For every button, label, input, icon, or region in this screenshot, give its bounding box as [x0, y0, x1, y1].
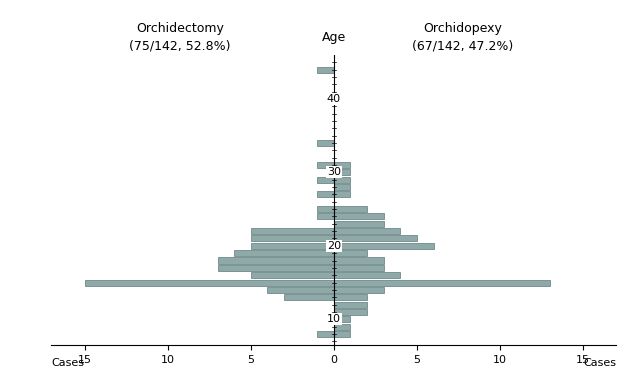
Bar — [334, 331, 351, 337]
Bar — [317, 206, 334, 212]
Bar — [334, 265, 384, 271]
Bar — [334, 279, 550, 285]
Bar — [251, 236, 334, 241]
Bar — [334, 323, 351, 330]
Bar — [334, 206, 367, 212]
Bar — [251, 243, 334, 249]
Bar — [317, 331, 334, 337]
Bar — [317, 162, 334, 168]
Bar — [334, 294, 367, 300]
Bar — [317, 213, 334, 220]
Text: (75/142, 52.8%): (75/142, 52.8%) — [129, 40, 230, 53]
Text: 30: 30 — [327, 167, 341, 178]
Bar — [334, 221, 384, 227]
Bar — [317, 177, 334, 183]
Bar — [334, 177, 351, 183]
Text: Age: Age — [322, 31, 346, 44]
Text: Cases: Cases — [51, 358, 84, 368]
Bar — [334, 169, 351, 175]
Bar — [334, 162, 351, 168]
Bar — [218, 258, 334, 263]
Bar — [317, 191, 334, 198]
Bar — [334, 316, 351, 322]
Text: 20: 20 — [327, 241, 341, 251]
Bar — [334, 309, 367, 315]
Bar — [334, 228, 401, 234]
Text: 10: 10 — [327, 314, 341, 324]
Bar — [334, 287, 384, 293]
Text: Orchidopexy: Orchidopexy — [423, 22, 501, 35]
Text: Cases: Cases — [584, 358, 616, 368]
Bar — [317, 67, 334, 73]
Text: 40: 40 — [327, 94, 341, 104]
Text: Orchidectomy: Orchidectomy — [136, 22, 223, 35]
Bar — [234, 250, 334, 256]
Bar — [317, 140, 334, 146]
Bar — [218, 265, 334, 271]
Bar — [267, 287, 334, 293]
Bar — [334, 258, 384, 263]
Bar — [334, 272, 401, 278]
Bar — [284, 294, 334, 300]
Bar — [251, 228, 334, 234]
Bar — [334, 236, 417, 241]
Bar — [334, 301, 367, 308]
Bar — [334, 184, 351, 190]
Bar — [251, 272, 334, 278]
Text: (67/142, 47.2%): (67/142, 47.2%) — [412, 40, 513, 53]
Bar — [334, 250, 367, 256]
Bar — [85, 279, 334, 285]
Bar — [334, 191, 351, 198]
Bar — [334, 243, 433, 249]
Bar — [334, 213, 384, 220]
